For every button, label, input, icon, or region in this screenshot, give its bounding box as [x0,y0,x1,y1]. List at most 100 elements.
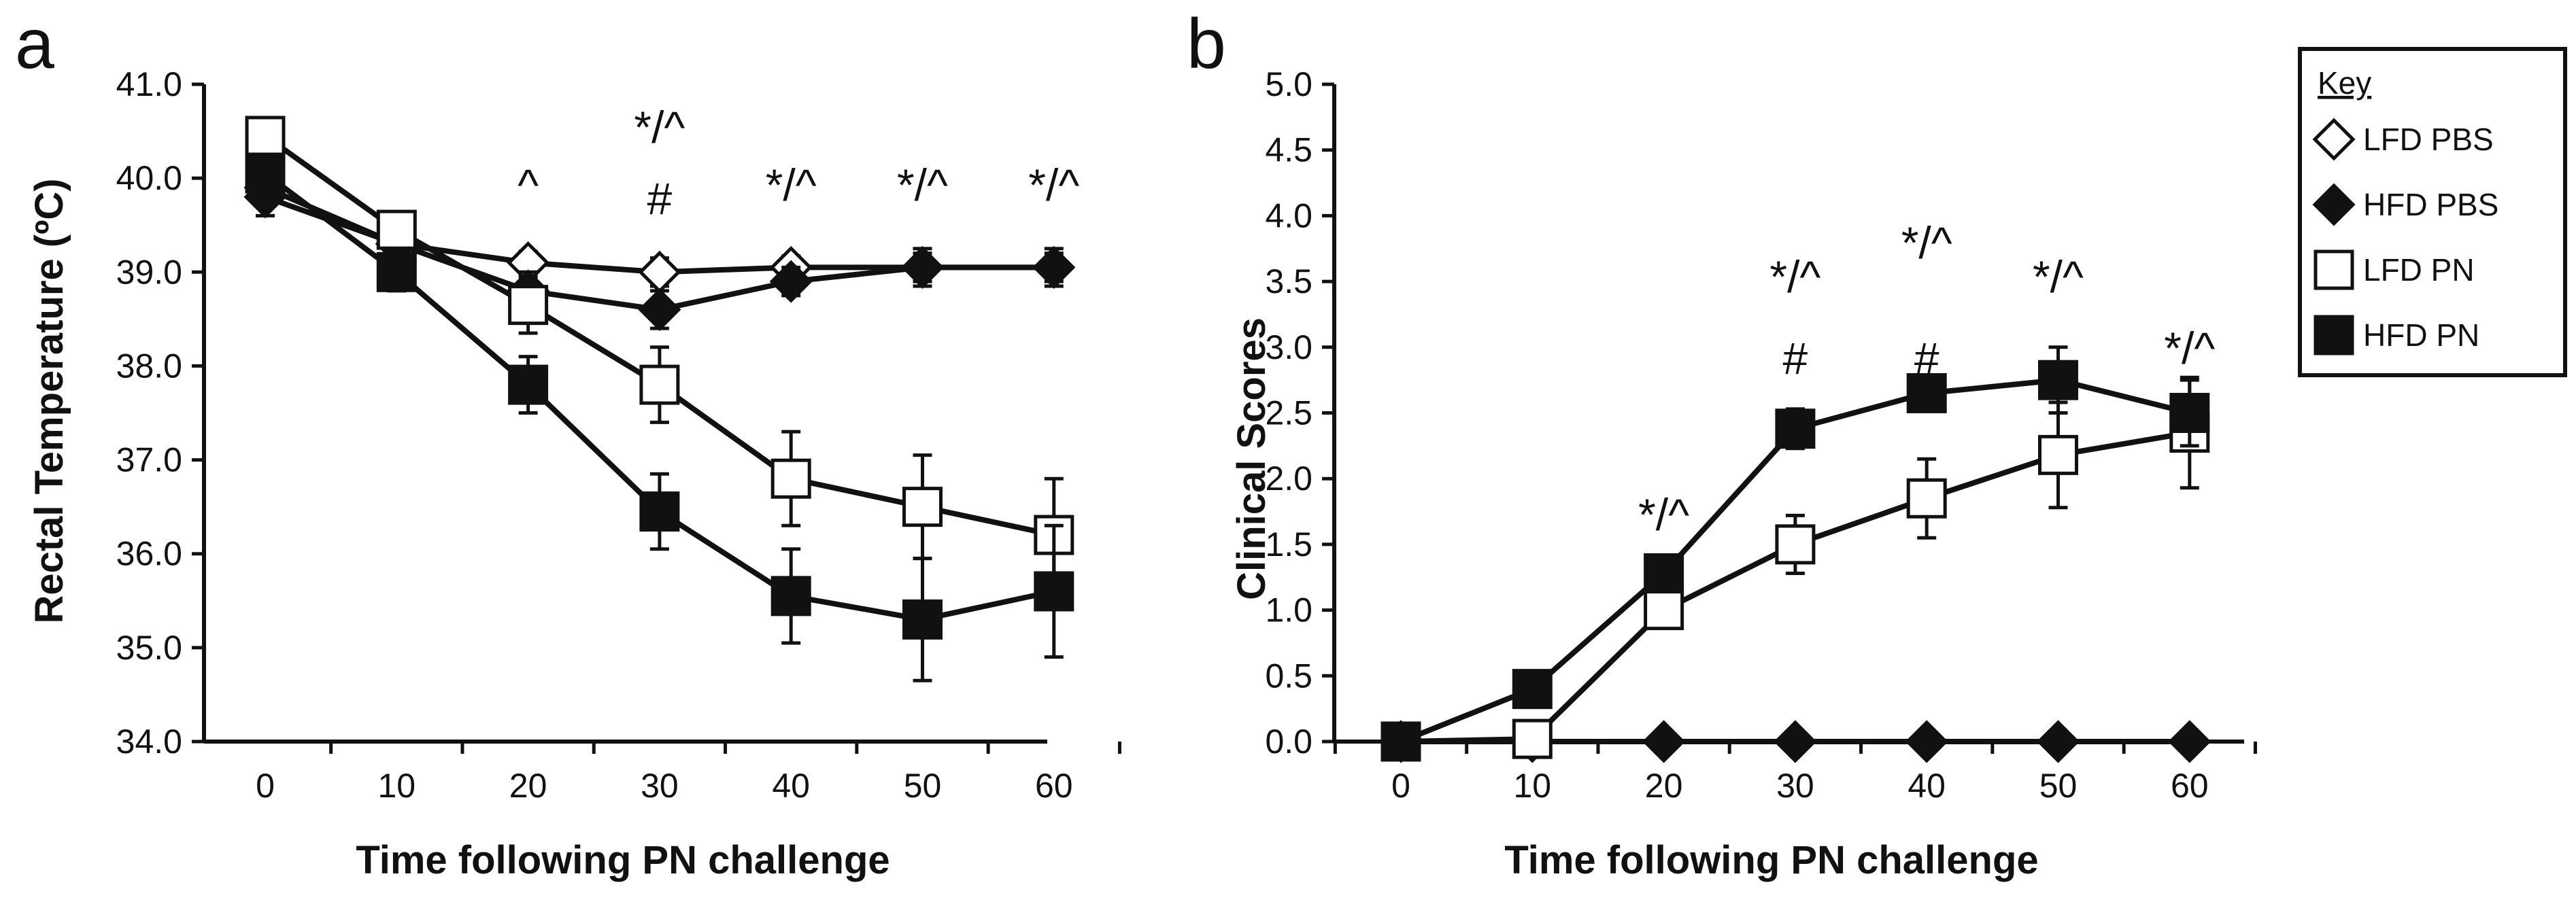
x-tick-label: 30 [1776,767,1814,805]
data-point [245,116,286,156]
x-tick-label: 20 [1645,767,1683,805]
significance-label: */^ [1028,160,1079,210]
significance-label: */^ [634,102,685,152]
x-tick-label: 10 [377,767,416,805]
data-point [1905,720,1948,763]
panel-b-annotations: */^ */^ # */^ # */^ */^ [1638,218,2215,540]
significance-label: */^ [897,160,948,210]
data-point [1032,245,1076,289]
data-point [770,576,811,616]
significance-label: */^ [1769,251,1820,302]
x-tick-label: 10 [1513,767,1551,805]
x-tick-label: 30 [641,767,679,805]
y-tick-label: 36.0 [116,535,182,573]
x-tick-label: 40 [1908,767,1946,805]
legend-label: HFD PN [2363,317,2479,353]
panel-b-clinical-score-chart: b 0.0 0.5 1.0 1.5 2.0 2.5 3.0 3.5 4.0 4.5 5.0 0 10 20… [1187,5,2257,882]
y-tick-label: 3.0 [1265,328,1312,366]
data-point [1644,590,1684,631]
y-tick-label: 4.5 [1265,131,1312,169]
series-hfd-pn [245,153,1074,682]
y-tick-label: 0.5 [1265,657,1312,695]
significance-label: */^ [1901,218,1952,268]
data-point [2036,720,2080,763]
panel-b-axes: 0.0 0.5 1.0 1.5 2.0 2.5 3.0 3.5 4.0 4.5 5.0 0 10 20 30… [1265,65,2257,805]
panel-a-y-axis-title: Rectal Temperature (ºC) [27,178,71,623]
legend-item-hfd-pbs: HFD PBS [2312,183,2498,226]
significance-label: */^ [1638,489,1689,540]
data-point [1775,524,1816,565]
data-point [770,458,811,499]
panel-a-axes: 34.0 35.0 36.0 37.0 38.0 39.0 40.0 41.0 0 10 20 30 4… [116,65,1121,805]
y-tick-label: 2.0 [1265,459,1312,498]
data-point [2169,393,2210,433]
x-tick-label: 40 [772,767,810,805]
y-tick-label: 1.5 [1265,525,1312,563]
data-point [508,285,549,326]
data-point [639,491,680,532]
y-tick-label: 2.5 [1265,394,1312,432]
significance-label: # [1914,333,1939,383]
data-point [638,250,681,294]
significance-label: */^ [766,160,817,210]
y-tick-label: 38.0 [116,347,182,385]
data-point [638,288,681,332]
panel-letter-a: a [15,5,54,84]
y-tick-label: 41.0 [116,65,182,103]
x-tick-label: 20 [509,767,547,805]
x-tick-label: 60 [2171,767,2209,805]
x-tick-label: 60 [1035,767,1073,805]
y-tick-label: 37.0 [116,441,182,479]
significance-label: */^ [2033,251,2084,302]
significance-label: */^ [2164,323,2215,373]
data-point [900,245,945,289]
data-point [1380,721,1421,762]
y-tick-label: 35.0 [116,629,182,667]
data-point [2038,360,2078,400]
y-tick-label: 0.0 [1265,723,1312,761]
legend-key: Key LFD PBS HFD PBS LFD PN HFD PN [2298,47,2567,377]
data-point [2168,720,2211,763]
panel-a-series [243,116,1076,682]
panel-b-y-axis-title: Clinical Scores [1230,317,1274,600]
significance-label: # [1783,333,1808,383]
y-tick-label: 40.0 [116,159,182,197]
data-point [2038,434,2078,475]
legend-label: LFD PN [2363,252,2475,288]
x-tick-label: 50 [904,767,942,805]
data-point [1906,478,1947,519]
data-point [769,260,813,303]
x-tick-label: 0 [1391,767,1410,805]
y-tick-label: 4.0 [1265,196,1312,234]
data-point [1775,409,1816,449]
panel-letter-b: b [1187,5,1226,84]
significance-label: ^ [518,160,539,210]
data-point [1512,718,1553,759]
legend-item-lfd-pn: LFD PN [2314,249,2475,290]
y-tick-label: 39.0 [116,253,182,291]
legend-marker [2312,183,2356,226]
y-tick-label: 1.0 [1265,591,1312,629]
data-point [902,599,943,640]
data-point [639,364,680,405]
y-tick-label: 5.0 [1265,65,1312,103]
y-tick-label: 3.5 [1265,262,1312,300]
legend-item-hfd-pn: HFD PN [2314,315,2479,355]
legend-items: LFD PBS HFD PBS LFD PN HFD PN [2312,118,2498,355]
data-point [1512,669,1553,710]
legend-marker [2314,315,2354,355]
panel-b-series [1379,345,2211,763]
data-point [508,364,549,405]
data-point [376,209,417,250]
data-point [1642,720,1686,763]
significance-label: # [647,173,673,224]
legend-title: Key [2318,65,2371,101]
panel-b-x-axis-title: Time following PN challenge [1504,838,2038,882]
data-point [376,251,417,292]
data-point [1034,571,1074,612]
panel-a-temperature-chart: a 34.035.036.037.038.039.040.041.00 10 20 3… [15,5,1121,882]
data-point [245,153,286,194]
panel-a-annotations: ^ */^ # */^ */^ */^ [518,102,1079,224]
x-tick-label: 0 [256,767,275,805]
panel-a-x-axis-title: Time following PN challenge [356,838,889,882]
